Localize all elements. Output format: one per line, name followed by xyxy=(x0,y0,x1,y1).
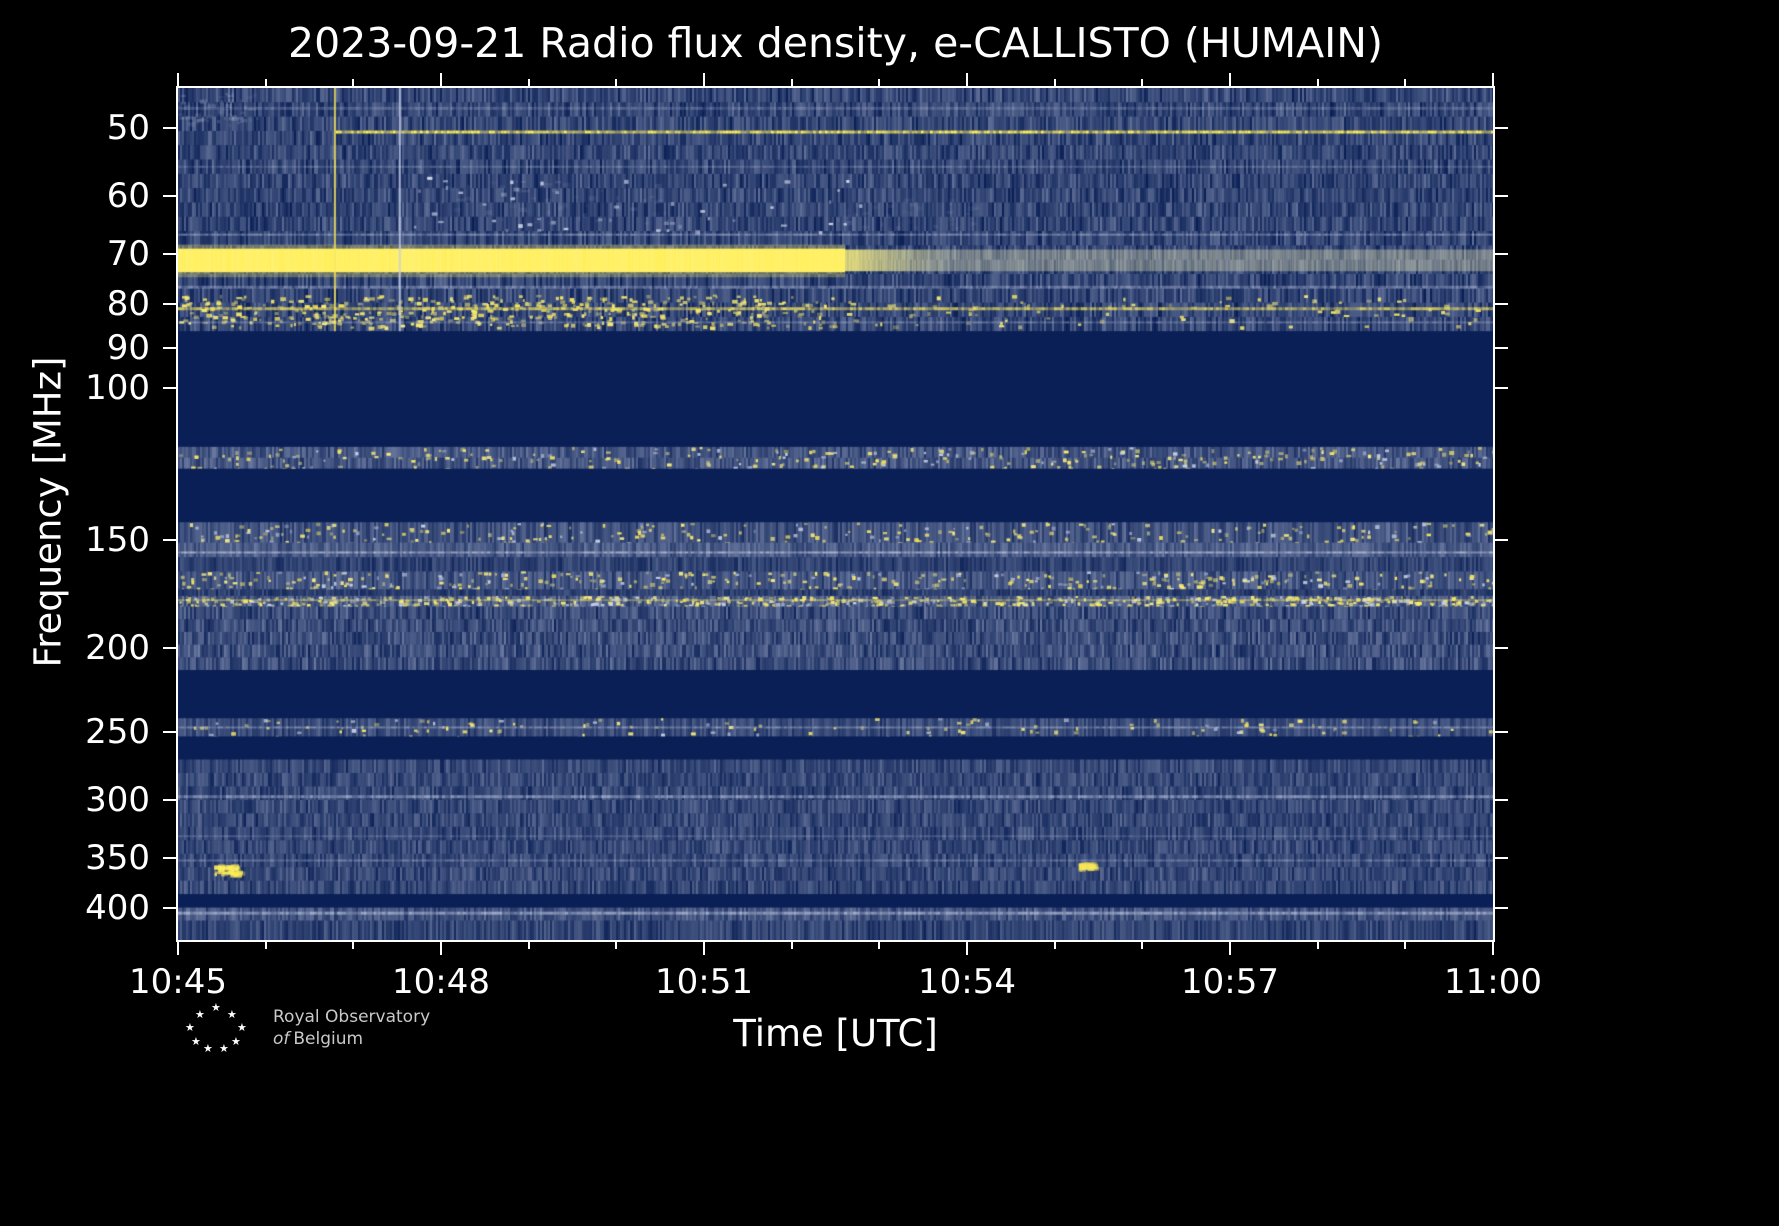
y-tick-label: 150 xyxy=(85,520,150,561)
y-major-tick xyxy=(163,347,176,350)
x-minor-tick xyxy=(1053,942,1056,949)
y-tick-label: 60 xyxy=(106,176,150,217)
x-minor-tick-top xyxy=(1404,79,1407,86)
y-major-tick-right xyxy=(1495,647,1508,650)
x-minor-tick xyxy=(1316,942,1319,949)
y-major-tick-right xyxy=(1495,539,1508,542)
x-tick-label: 10:48 xyxy=(392,962,490,1002)
logo-belgium: Belgium xyxy=(293,1029,364,1049)
x-minor-tick xyxy=(878,942,881,949)
rob-logo-text: Royal Observatory of Belgium xyxy=(273,1006,430,1050)
y-major-tick-right xyxy=(1495,303,1508,306)
x-tick-label: 10:54 xyxy=(918,962,1016,1002)
chart-title: 2023-09-21 Radio flux density, e-CALLIST… xyxy=(288,19,1383,67)
x-minor-tick-top xyxy=(352,79,355,86)
star-icon: ★ xyxy=(203,1042,213,1055)
y-tick-label: 80 xyxy=(106,284,150,325)
x-minor-tick xyxy=(352,942,355,949)
y-major-tick-right xyxy=(1495,195,1508,198)
star-icon: ★ xyxy=(227,1008,237,1021)
x-minor-tick xyxy=(1404,942,1407,949)
y-major-tick xyxy=(163,195,176,198)
rob-logo: ★ ★ ★ ★ ★ ★ ★ ★ ★ Royal Observatory of Belgium xyxy=(183,1002,430,1054)
logo-line2: of Belgium xyxy=(273,1028,430,1050)
star-icon: ★ xyxy=(237,1021,247,1034)
x-minor-tick-top xyxy=(878,79,881,86)
logo-of: of xyxy=(273,1029,290,1049)
y-major-tick-right xyxy=(1495,252,1508,255)
y-major-tick xyxy=(163,730,176,733)
x-minor-tick-top xyxy=(1316,79,1319,86)
x-major-tick-top xyxy=(177,73,179,86)
x-major-tick xyxy=(1492,942,1494,955)
x-tick-label: 10:51 xyxy=(655,962,753,1002)
y-major-tick-right xyxy=(1495,730,1508,733)
y-major-tick-right xyxy=(1495,126,1508,129)
x-tick-label: 10:57 xyxy=(1181,962,1279,1002)
y-major-tick xyxy=(163,303,176,306)
y-tick-label: 350 xyxy=(85,838,150,879)
y-tick-label: 70 xyxy=(106,233,150,274)
y-major-tick-right xyxy=(1495,799,1508,802)
y-tick-label: 300 xyxy=(85,780,150,821)
x-major-tick xyxy=(177,942,179,955)
star-icon: ★ xyxy=(195,1008,205,1021)
x-minor-tick-top xyxy=(527,79,530,86)
y-tick-label: 200 xyxy=(85,628,150,669)
y-major-tick xyxy=(163,799,176,802)
x-major-tick xyxy=(1229,942,1231,955)
logo-line1: Royal Observatory xyxy=(273,1006,431,1027)
x-axis-label: Time [UTC] xyxy=(733,1012,938,1055)
x-minor-tick xyxy=(615,942,618,949)
x-minor-tick xyxy=(264,942,267,949)
y-tick-label: 50 xyxy=(106,107,150,148)
star-icon: ★ xyxy=(191,1035,201,1048)
y-major-tick xyxy=(163,539,176,542)
x-major-tick-top xyxy=(1229,73,1231,86)
y-tick-label: 250 xyxy=(85,711,150,752)
y-major-tick-right xyxy=(1495,857,1508,860)
x-major-tick-top xyxy=(440,73,442,86)
x-tick-label: 11:00 xyxy=(1444,962,1542,1002)
x-minor-tick xyxy=(527,942,530,949)
y-tick-label: 100 xyxy=(85,367,150,408)
y-major-tick xyxy=(163,386,176,389)
x-major-tick xyxy=(703,942,705,955)
x-minor-tick-top xyxy=(790,79,793,86)
x-major-tick-top xyxy=(703,73,705,86)
y-tick-label: 400 xyxy=(85,888,150,929)
y-major-tick-right xyxy=(1495,347,1508,350)
x-major-tick xyxy=(440,942,442,955)
x-minor-tick-top xyxy=(615,79,618,86)
y-major-tick-right xyxy=(1495,386,1508,389)
star-icon: ★ xyxy=(185,1021,195,1034)
star-icon: ★ xyxy=(211,1001,221,1014)
y-major-tick-right xyxy=(1495,907,1508,910)
x-minor-tick-top xyxy=(1053,79,1056,86)
star-constellation-icon: ★ ★ ★ ★ ★ ★ ★ ★ ★ xyxy=(183,1002,253,1054)
x-major-tick-top xyxy=(966,73,968,86)
x-minor-tick-top xyxy=(264,79,267,86)
x-minor-tick xyxy=(790,942,793,949)
x-tick-label: 10:45 xyxy=(129,962,227,1002)
y-major-tick xyxy=(163,647,176,650)
y-major-tick xyxy=(163,907,176,910)
y-tick-label: 90 xyxy=(106,328,150,369)
spectrogram-canvas xyxy=(178,88,1493,940)
y-major-tick xyxy=(163,126,176,129)
star-icon: ★ xyxy=(231,1035,241,1048)
y-major-tick xyxy=(163,252,176,255)
x-major-tick-top xyxy=(1492,73,1494,86)
x-major-tick xyxy=(966,942,968,955)
x-minor-tick-top xyxy=(1141,79,1144,86)
plot-area xyxy=(176,86,1495,942)
y-major-tick xyxy=(163,857,176,860)
star-icon: ★ xyxy=(219,1042,229,1055)
x-minor-tick xyxy=(1141,942,1144,949)
